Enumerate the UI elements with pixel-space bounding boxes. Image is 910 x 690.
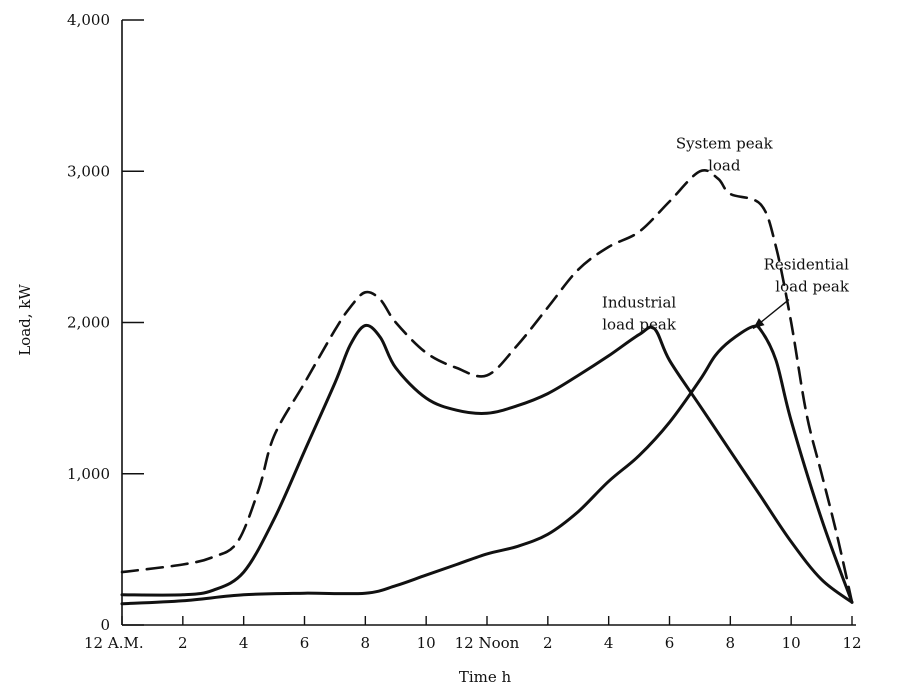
annotation-text: load bbox=[708, 157, 741, 175]
x-tick-label: 2 bbox=[178, 634, 188, 652]
y-tick-label: 1,000 bbox=[67, 465, 110, 483]
x-tick-label: 12 Noon bbox=[455, 634, 520, 652]
y-tick-label: 2,000 bbox=[67, 314, 110, 332]
annotation-text: load peak bbox=[775, 278, 850, 296]
x-tick-label: 2 bbox=[543, 634, 553, 652]
y-tick-label: 4,000 bbox=[67, 11, 110, 29]
x-axis-title: Time h bbox=[459, 668, 512, 686]
x-tick-label: 10 bbox=[782, 634, 801, 652]
x-tick-label: 8 bbox=[361, 634, 371, 652]
annotation-text: Residential bbox=[764, 256, 850, 274]
x-tick-label: 6 bbox=[300, 634, 310, 652]
x-tick-label: 12 bbox=[842, 634, 861, 652]
series bbox=[122, 170, 852, 604]
y-axis-title: Load, kW bbox=[16, 284, 34, 356]
y-tick-label: 3,000 bbox=[67, 162, 110, 180]
x-tick-label: 4 bbox=[604, 634, 614, 652]
x-tick-label: 8 bbox=[726, 634, 736, 652]
annotation-text: Industrial bbox=[602, 293, 676, 311]
x-tick-label: 12 A.M. bbox=[84, 634, 144, 652]
annotation-text: load peak bbox=[602, 315, 677, 333]
annotations: System peak load Industrial load peak Reside… bbox=[602, 135, 850, 334]
y-tick-label: 0 bbox=[100, 616, 110, 634]
annotation-text: System peak bbox=[676, 135, 774, 153]
x-tick-label: 6 bbox=[665, 634, 675, 652]
x-tick-label: 10 bbox=[417, 634, 436, 652]
axes bbox=[122, 20, 856, 625]
series-line-solid-2 bbox=[122, 326, 852, 604]
series-line-solid-1 bbox=[122, 325, 852, 602]
x-tick-label: 4 bbox=[239, 634, 249, 652]
series-line-dashed bbox=[122, 170, 852, 602]
